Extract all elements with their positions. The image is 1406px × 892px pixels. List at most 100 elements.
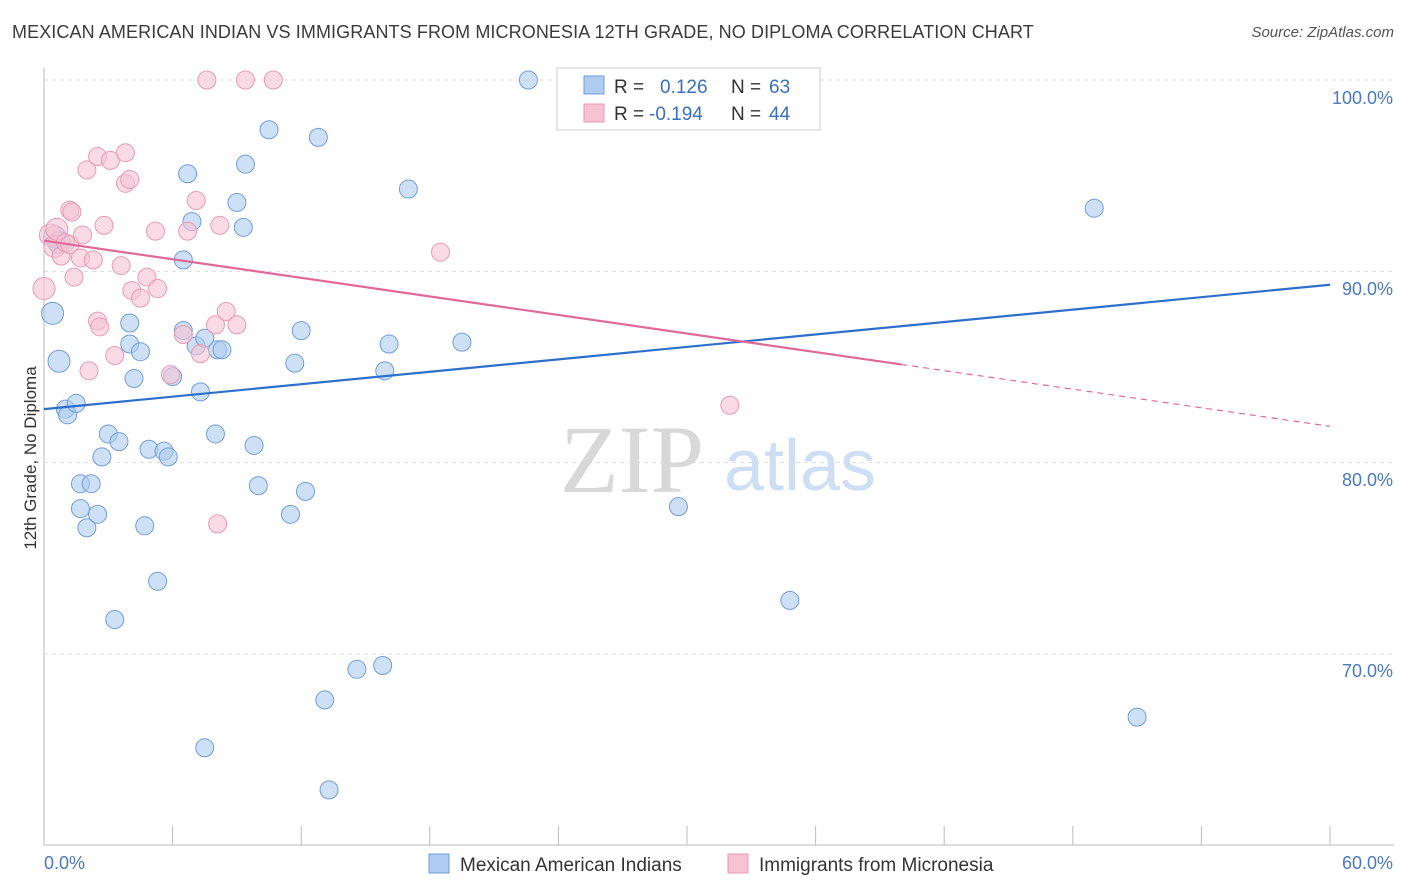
data-point-mexican-american-indians	[88, 504, 108, 524]
legend-swatch-blue	[583, 75, 605, 95]
data-point-immigrants-from-micronesia	[208, 514, 228, 534]
data-point-immigrants-from-micronesia	[64, 267, 84, 287]
data-point-immigrants-from-micronesia	[431, 242, 451, 262]
data-point-immigrants-from-micronesia	[130, 288, 150, 308]
data-point-mexican-american-indians	[41, 301, 65, 325]
data-point-immigrants-from-micronesia	[148, 279, 168, 299]
legend-n-value-pink: 44	[769, 104, 791, 125]
watermark-atlas: atlas	[724, 426, 876, 506]
y-tick-label-80: 80.0%	[1342, 470, 1393, 490]
data-point-mexican-american-indians	[178, 164, 198, 184]
data-point-mexican-american-indians	[212, 340, 232, 360]
data-point-immigrants-from-micronesia	[32, 277, 56, 301]
chart-title: MEXICAN AMERICAN INDIAN VS IMMIGRANTS FR…	[12, 22, 1034, 42]
data-point-mexican-american-indians	[780, 590, 800, 610]
legend-r-value-blue: 0.126	[660, 77, 708, 98]
data-point-mexican-american-indians	[190, 382, 210, 402]
data-point-immigrants-from-micronesia	[197, 70, 217, 90]
trendlines	[43, 239, 1331, 427]
data-point-mexican-american-indians	[280, 504, 300, 524]
legend-r-label-pink: R =	[614, 104, 644, 125]
data-point-immigrants-from-micronesia	[235, 70, 255, 90]
legend-swatch-pink	[583, 103, 605, 123]
data-point-immigrants-from-micronesia	[105, 346, 125, 366]
data-point-mexican-american-indians	[295, 481, 315, 501]
data-point-immigrants-from-micronesia	[94, 215, 114, 235]
data-point-immigrants-from-micronesia	[83, 250, 103, 270]
data-point-mexican-american-indians	[66, 393, 86, 413]
data-point-immigrants-from-micronesia	[111, 256, 131, 276]
legend-n-label-pink: N =	[731, 104, 761, 125]
data-point-immigrants-from-micronesia	[77, 160, 97, 180]
data-point-immigrants-from-micronesia	[115, 143, 135, 163]
bottom-legend-swatch-pink	[727, 853, 749, 874]
legend-n-value-blue: 63	[769, 77, 790, 98]
data-point-immigrants-from-micronesia	[79, 361, 99, 381]
bottom-legend-swatch-blue	[428, 853, 450, 874]
correlation-legend: R = 0.126 N = 63 R = -0.194 N = 44	[556, 67, 821, 131]
data-point-mexican-american-indians	[135, 516, 155, 536]
data-point-mexican-american-indians	[668, 497, 688, 517]
data-point-immigrants-from-micronesia	[186, 191, 206, 211]
data-point-immigrants-from-micronesia	[263, 70, 283, 90]
data-point-mexican-american-indians	[373, 655, 393, 675]
legend-r-label-blue: R =	[614, 77, 644, 98]
data-point-mexican-american-indians	[315, 690, 335, 710]
data-point-immigrants-from-micronesia	[145, 221, 165, 241]
data-point-immigrants-from-micronesia	[173, 324, 193, 344]
data-point-immigrants-from-micronesia	[227, 315, 247, 335]
chart-source: Source: ZipAtlas.com	[1251, 24, 1394, 41]
data-point-mexican-american-indians	[70, 499, 90, 519]
data-point-immigrants-from-micronesia	[216, 302, 236, 322]
data-point-mexican-american-indians	[195, 738, 215, 758]
trendline-mexican-american-indians	[43, 283, 1331, 411]
bottom-legend: Mexican American Indians Immigrants from…	[428, 853, 994, 876]
x-tick-label-0: 0.0%	[44, 853, 85, 873]
data-point-mexican-american-indians	[235, 154, 255, 174]
data-point-mexican-american-indians	[148, 571, 168, 591]
data-point-mexican-american-indians	[398, 179, 418, 199]
legend-r-value-pink: -0.194	[649, 104, 703, 125]
y-tick-label-90: 90.0%	[1342, 279, 1393, 299]
series-immigrants-from-micronesia	[32, 70, 740, 534]
data-point-mexican-american-indians	[244, 435, 264, 455]
data-point-immigrants-from-micronesia	[210, 215, 230, 235]
watermark-zip: ZIP	[560, 406, 704, 513]
data-point-mexican-american-indians	[205, 424, 225, 444]
bottom-legend-label-blue: Mexican American Indians	[460, 855, 682, 876]
data-point-mexican-american-indians	[518, 70, 538, 90]
bottom-legend-label-pink: Immigrants from Micronesia	[759, 855, 994, 876]
data-point-mexican-american-indians	[92, 447, 112, 467]
data-point-mexican-american-indians	[347, 659, 367, 679]
data-point-immigrants-from-micronesia	[720, 395, 740, 415]
data-point-immigrants-from-micronesia	[160, 365, 180, 385]
data-point-mexican-american-indians	[109, 432, 129, 452]
y-tick-label-100: 100.0%	[1332, 88, 1393, 108]
data-point-mexican-american-indians	[130, 342, 150, 362]
data-point-immigrants-from-micronesia	[178, 221, 198, 241]
data-point-mexican-american-indians	[452, 332, 472, 352]
x-tick-label-60: 60.0%	[1342, 853, 1393, 873]
data-point-mexican-american-indians	[291, 321, 311, 341]
data-point-mexican-american-indians	[105, 610, 125, 630]
trendline-immigrants-from-micronesia	[43, 239, 902, 366]
data-point-immigrants-from-micronesia	[62, 202, 82, 222]
y-tick-label-70: 70.0%	[1342, 661, 1393, 681]
data-point-mexican-american-indians	[47, 349, 71, 373]
data-point-mexican-american-indians	[81, 474, 101, 494]
data-point-mexican-american-indians	[248, 476, 268, 496]
data-point-mexican-american-indians	[1084, 198, 1104, 218]
data-point-mexican-american-indians	[227, 192, 247, 212]
data-point-immigrants-from-micronesia	[100, 150, 120, 170]
data-point-mexican-american-indians	[77, 518, 97, 538]
trendline-immigrants-from-micronesia-extrapolated	[901, 363, 1331, 427]
data-point-mexican-american-indians	[308, 127, 328, 147]
data-point-mexican-american-indians	[158, 447, 178, 467]
legend-n-label-blue: N =	[731, 77, 761, 98]
data-point-mexican-american-indians	[233, 217, 253, 237]
data-point-immigrants-from-micronesia	[120, 169, 140, 189]
data-point-mexican-american-indians	[379, 334, 399, 354]
data-point-immigrants-from-micronesia	[190, 344, 210, 364]
data-point-immigrants-from-micronesia	[90, 317, 110, 337]
